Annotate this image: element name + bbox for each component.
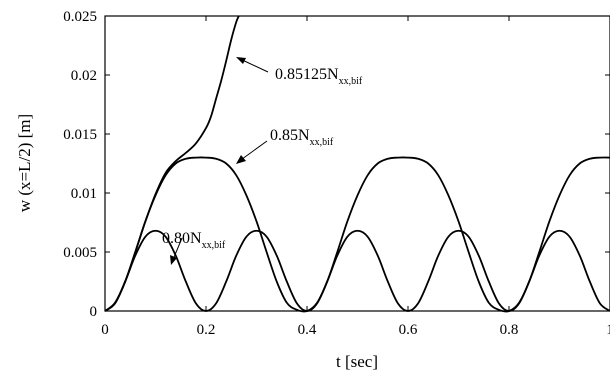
y-tick-label: 0 [90, 304, 98, 320]
plot-frame [104, 15, 610, 312]
annotation-085: 0.85Nxx,bif [236, 127, 334, 164]
annotation-085125-subscript: xx,bif [339, 76, 363, 87]
svg-text:0.85Nxx,bif: 0.85Nxx,bif [270, 127, 334, 148]
annotation-085125-arrowhead [236, 57, 246, 64]
x-tick-label: 0.4 [298, 322, 317, 338]
y-axis-title: w (x=L/2) [m] [15, 114, 34, 212]
svg-text:0.80Nxx,bif: 0.80Nxx,bif [162, 230, 226, 251]
series-layer [104, 15, 610, 313]
annotation-085-arrowhead [236, 155, 246, 164]
series-line-085 [104, 156, 610, 313]
annotation-085-subscript: xx,bif [310, 137, 334, 148]
x-axis-title: t [sec] [336, 352, 378, 371]
svg-text:0.85125Nxx,bif: 0.85125Nxx,bif [275, 66, 363, 87]
annotation-085125-label: 0.85125N [275, 66, 339, 83]
annotation-085125: 0.85125Nxx,bif [236, 57, 363, 87]
y-tick-label: 0.005 [63, 245, 97, 261]
annotation-080-arrowhead [170, 255, 177, 265]
y-tick-label: 0.02 [71, 68, 97, 84]
annotation-080-label: 0.80N [162, 230, 202, 247]
annotation-080: 0.80Nxx,bif [162, 230, 226, 265]
y-axis-ticks: 0 0.005 0.01 0.015 0.02 0.025 [63, 9, 610, 320]
y-tick-label: 0.015 [63, 127, 97, 143]
annotation-080-subscript: xx,bif [202, 240, 226, 251]
x-tick-label: 1 [606, 322, 610, 338]
x-tick-label: 0.2 [197, 322, 216, 338]
x-tick-label: 0.6 [399, 322, 418, 338]
x-tick-label: 0 [101, 322, 109, 338]
series-line-085125 [104, 15, 240, 312]
y-tick-label: 0.01 [71, 186, 97, 202]
x-axis-ticks: 0 0.2 0.4 0.6 0.8 1 [101, 16, 610, 338]
x-tick-label: 0.8 [500, 322, 519, 338]
y-tick-label: 0.025 [63, 9, 97, 25]
annotation-085-label: 0.85N [270, 127, 310, 144]
